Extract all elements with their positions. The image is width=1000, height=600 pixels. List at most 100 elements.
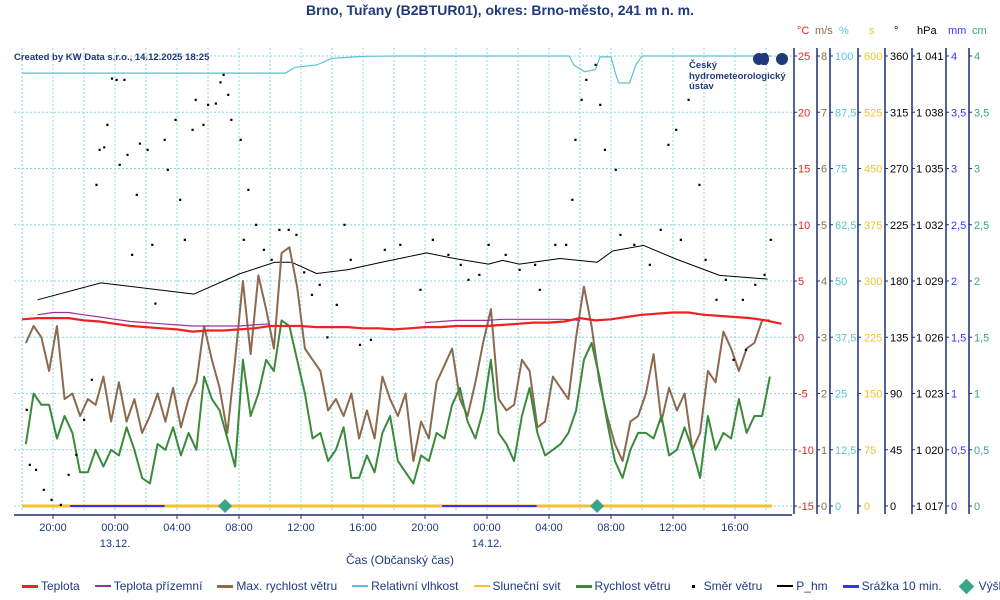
y-tick-label: 0 — [951, 501, 957, 513]
x-tick-label: 16:00 — [721, 522, 749, 534]
wind-direction-point — [118, 163, 121, 166]
wind-direction-point — [219, 81, 222, 84]
wind-direction-point — [518, 268, 521, 271]
legend-item-snih[interactable]: Výška sněhu — [957, 578, 1000, 594]
wind-direction-point — [25, 408, 28, 411]
wind-direction-point — [349, 258, 352, 261]
wind-direction-point — [146, 148, 149, 151]
wind-direction-point — [715, 298, 718, 301]
legend-swatch — [777, 585, 794, 587]
legend-item-srazka[interactable]: Srážka 10 min. — [842, 579, 942, 593]
legend: Teplota Teplota přízemní Max. rychlost v… — [22, 578, 1000, 594]
y-tick-label: 2,5 — [951, 220, 966, 232]
wind-direction-point — [724, 278, 727, 281]
legend-item-smer[interactable]: Směr větru — [686, 579, 762, 593]
y-tick-label: 2 — [974, 276, 980, 288]
y-tick-label: 3 — [974, 164, 980, 176]
x-tick-label: 08:00 — [597, 522, 625, 534]
wind-direction-point — [431, 238, 434, 241]
wind-direction-point — [399, 243, 402, 246]
y-tick-label: 1 041 — [916, 51, 944, 63]
wind-direction-point — [459, 263, 462, 266]
wind-direction-point — [343, 223, 346, 226]
series-max-rychlost-vetru — [24, 246, 770, 462]
legend-item-p-hm[interactable]: P_hm — [777, 579, 828, 593]
series-teplota-prizemni — [37, 311, 271, 327]
wind-direction-point — [278, 228, 281, 231]
y-tick-label: 4 — [951, 51, 957, 63]
wind-direction-point — [571, 198, 574, 201]
credit-text: Created by KW Data s.r.o., 14.12.2025 18… — [14, 52, 210, 63]
wind-direction-point — [358, 343, 362, 346]
wind-direction-point — [123, 78, 126, 81]
x-tick-label: 00:00 — [473, 522, 501, 534]
logo-circle-icon — [776, 53, 788, 65]
legend-item-rychlost[interactable]: Rychlost větru — [575, 579, 671, 593]
y-tick-label: 25 — [798, 51, 810, 63]
x-tick-label: 20:00 — [411, 522, 439, 534]
wind-direction-point — [191, 128, 194, 131]
y-tick-label: 1 026 — [916, 332, 944, 344]
wind-direction-point — [478, 273, 481, 276]
wind-direction-point — [166, 168, 169, 171]
legend-swatch — [958, 578, 974, 594]
y-tick-label: 0,5 — [951, 445, 966, 457]
y-tick-label: 0 — [974, 501, 980, 513]
wind-direction-point — [126, 153, 129, 156]
wind-direction-point — [103, 146, 106, 149]
wind-direction-point — [585, 78, 588, 81]
wind-direction-point — [255, 223, 258, 226]
wind-direction-point — [202, 123, 205, 126]
x-tick-label: 04:00 — [163, 522, 191, 534]
y-tick-label: 600 — [864, 51, 882, 63]
wind-direction-point — [659, 228, 662, 231]
legend-item-teplota-prizemni[interactable]: Teplota přízemní — [94, 579, 202, 593]
x-axis: 20:00 00:00 13.12. 04:00 08:00 12:00 16:00 20:0… — [14, 514, 792, 550]
axis-unit-label: mm — [948, 25, 966, 37]
y-tick-label: 6 — [821, 164, 827, 176]
legend-item-vlhkost[interactable]: Relativní vlhkost — [352, 579, 459, 593]
wind-direction-point — [763, 273, 766, 276]
wind-direction-point — [603, 148, 606, 151]
y-tick-label: 37,5 — [835, 332, 856, 344]
wind-direction-point — [287, 228, 290, 231]
wind-direction-point — [679, 238, 682, 241]
wind-direction-point — [28, 463, 31, 466]
wind-direction-point — [318, 283, 321, 286]
series-rychlost-vetru — [24, 319, 771, 485]
wind-direction-point — [687, 98, 690, 101]
legend-item-teplota[interactable]: Teplota — [22, 579, 80, 593]
wind-direction-point — [744, 348, 748, 351]
logo-half-circle-icon — [762, 53, 769, 65]
y-tick-label: 1 — [974, 389, 980, 401]
wind-direction-point — [179, 198, 182, 201]
legend-item-slunecni-svit[interactable]: Sluneční svit — [473, 579, 561, 593]
wind-direction-point — [619, 233, 622, 236]
series-teplota-prizemni — [424, 318, 581, 324]
axis-unit-label: s — [869, 25, 875, 37]
y-tick-label: 2 — [951, 276, 957, 288]
x-tick-label: 12:00 — [659, 522, 687, 534]
wind-direction-point — [675, 128, 678, 131]
wind-direction-point — [704, 258, 707, 261]
wind-direction-point — [310, 293, 314, 296]
legend-swatch — [217, 584, 234, 588]
legend-item-max-rychlost[interactable]: Max. rychlost větru — [217, 579, 337, 593]
y-tick-label: 0 — [864, 501, 870, 513]
wind-direction-point — [110, 77, 114, 80]
wind-direction-point — [303, 271, 306, 274]
y-tick-label: 450 — [864, 164, 882, 176]
wind-direction-point — [262, 248, 265, 251]
y-tick-label: 5 — [798, 276, 804, 288]
wind-direction-point — [247, 188, 250, 191]
wind-direction-point — [667, 143, 670, 146]
legend-swatch — [575, 584, 592, 588]
y-tick-label: 4 — [974, 51, 980, 63]
grid — [14, 48, 792, 512]
y-tick-label: 45 — [890, 445, 902, 457]
wind-direction-point — [754, 283, 757, 286]
y-tick-label: 7 — [821, 107, 827, 119]
axes: °C2520151050-5-10-15m/s876543210%10087,5… — [793, 25, 989, 514]
y-tick-label: 1 020 — [916, 445, 944, 457]
y-tick-label: -10 — [798, 445, 814, 457]
